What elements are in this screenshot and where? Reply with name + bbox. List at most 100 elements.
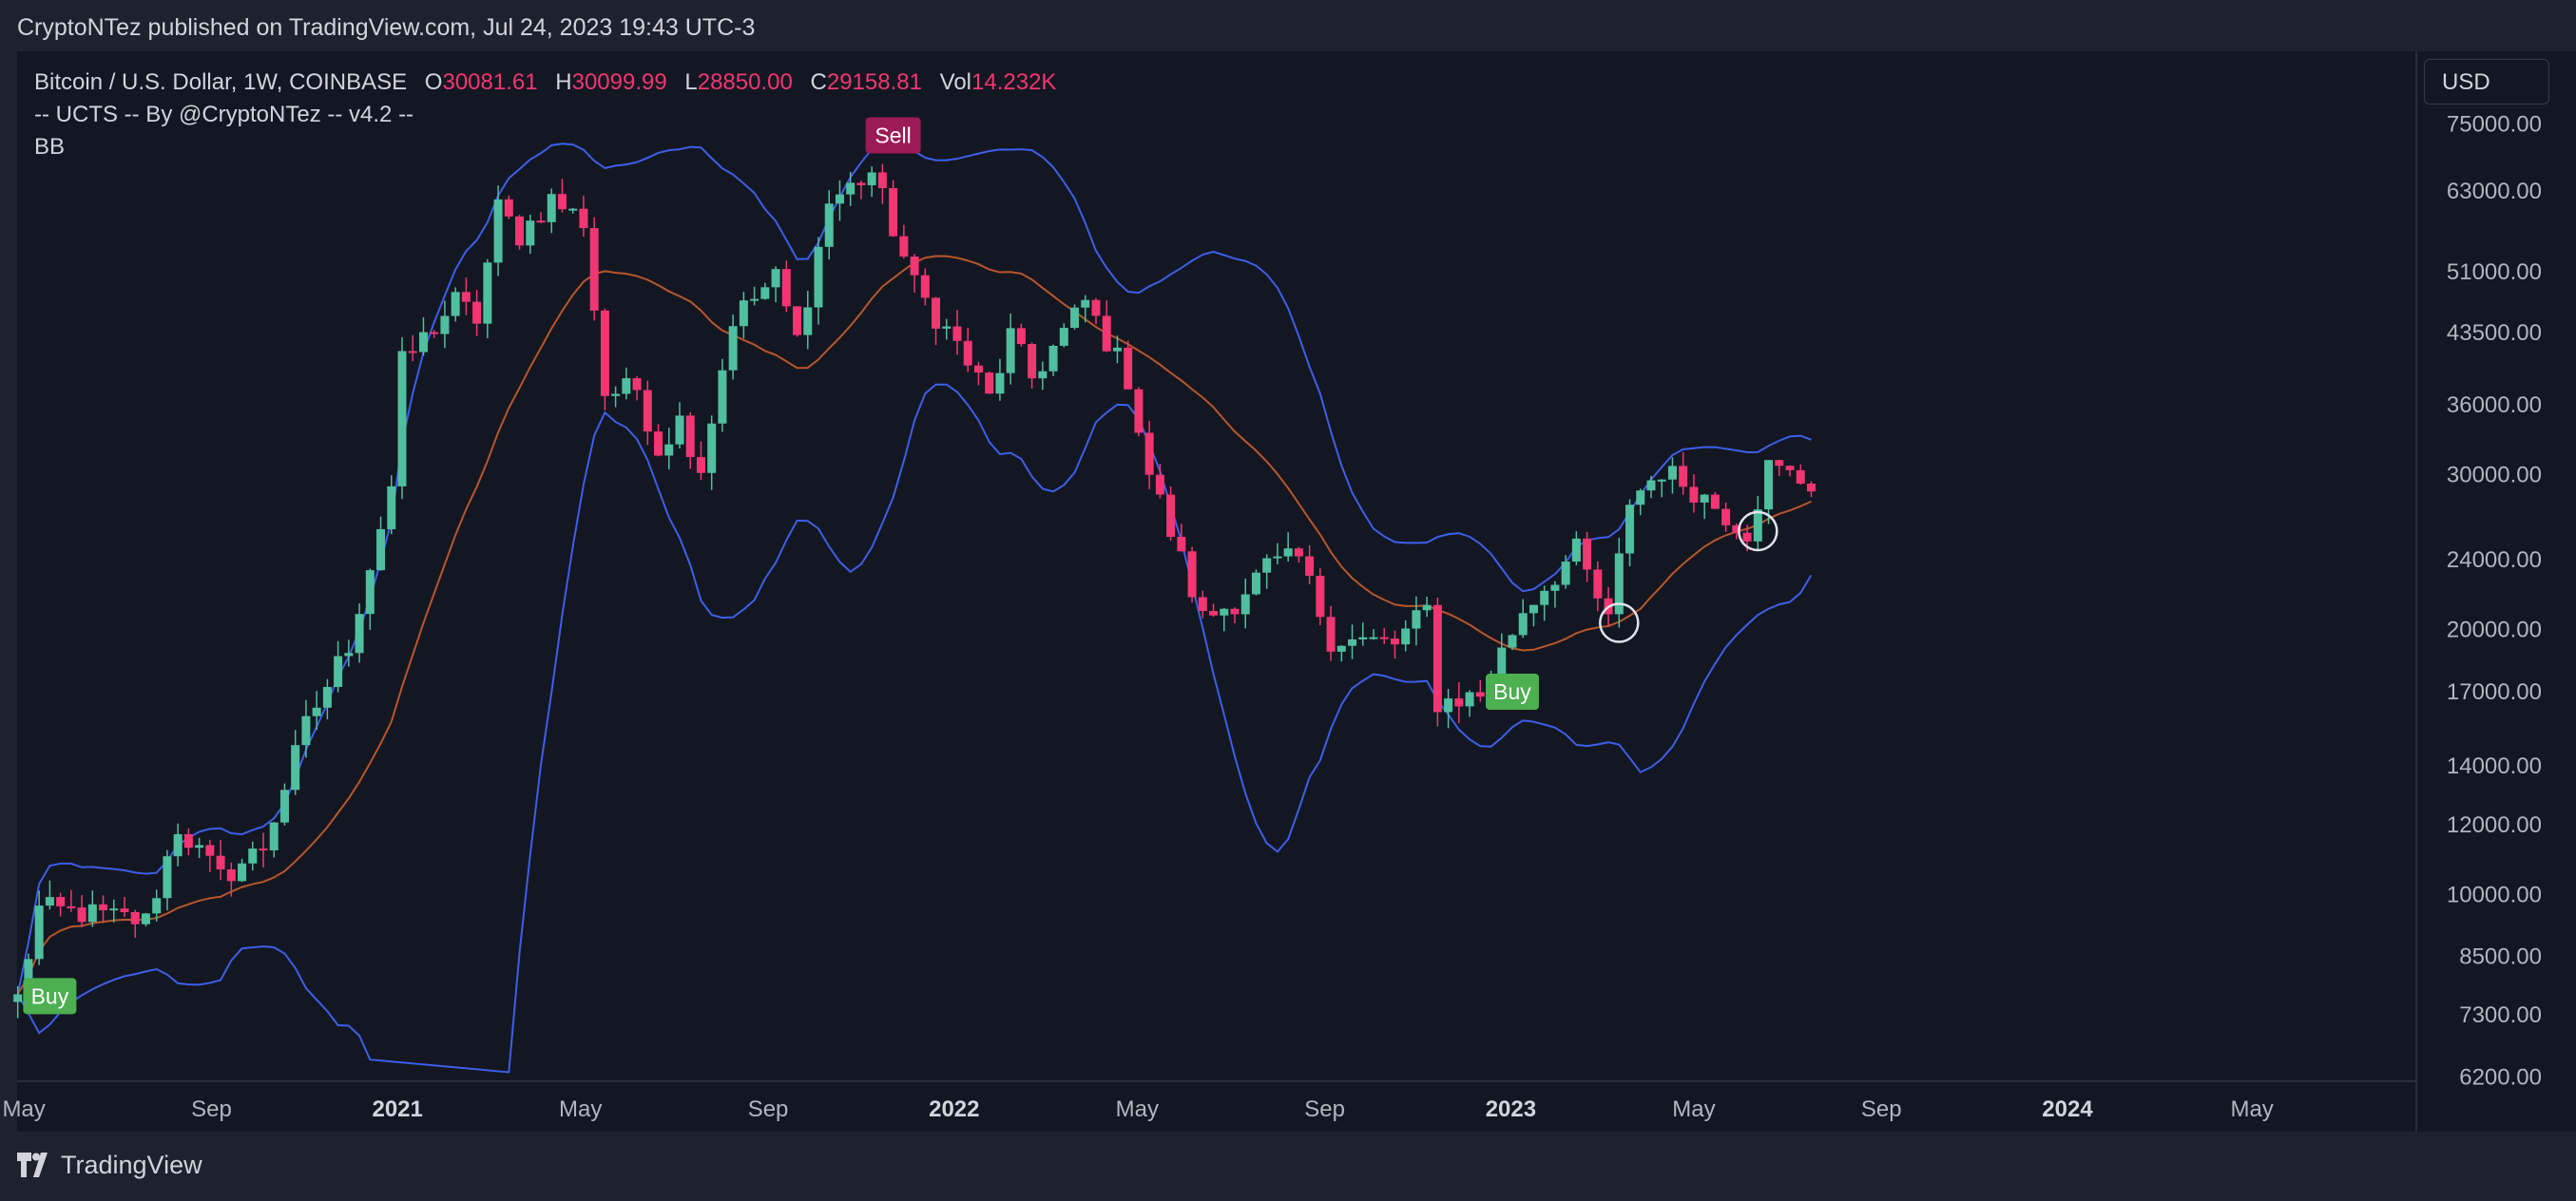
candle bbox=[1124, 340, 1133, 391]
candle-body bbox=[1732, 524, 1741, 533]
candle-body bbox=[34, 906, 44, 960]
candle bbox=[664, 428, 674, 470]
candle bbox=[451, 287, 460, 322]
candle bbox=[34, 890, 44, 965]
high-value: 30099.99 bbox=[571, 69, 667, 95]
candle-body bbox=[526, 220, 535, 246]
candle-body bbox=[1571, 538, 1581, 562]
candle bbox=[696, 441, 705, 481]
candle-body bbox=[451, 292, 460, 316]
candle-body bbox=[24, 959, 33, 995]
chart-legend: Bitcoin / U.S. Dollar, 1W, COINBASE O300… bbox=[34, 67, 1056, 163]
candle-body bbox=[344, 653, 354, 657]
candle bbox=[56, 892, 66, 917]
candle bbox=[1294, 546, 1303, 563]
candle-body bbox=[867, 172, 876, 185]
candle-body bbox=[739, 300, 748, 327]
candle-body bbox=[472, 301, 482, 324]
candle bbox=[803, 291, 813, 350]
candle-body bbox=[87, 904, 97, 923]
candle-body bbox=[45, 897, 54, 906]
candle bbox=[205, 839, 215, 872]
signal-label: Sell bbox=[875, 124, 911, 148]
candle-body bbox=[1667, 466, 1677, 480]
candle bbox=[1528, 604, 1538, 627]
candle-body bbox=[1764, 460, 1774, 510]
candle-body bbox=[259, 848, 268, 851]
candle-body bbox=[814, 246, 823, 308]
bb-basis bbox=[16, 255, 1812, 995]
candle-body bbox=[418, 332, 428, 353]
candles bbox=[13, 163, 1816, 1019]
candle bbox=[130, 909, 140, 938]
candle-body bbox=[1646, 480, 1656, 491]
candle-body bbox=[932, 297, 941, 329]
candle bbox=[1390, 630, 1399, 659]
x-tick-label: May bbox=[2230, 1096, 2273, 1122]
candle-body bbox=[1550, 584, 1560, 591]
symbol-row[interactable]: Bitcoin / U.S. Dollar, 1W, COINBASE O300… bbox=[34, 67, 1056, 99]
tradingview-logo-icon bbox=[17, 1153, 48, 1177]
candle bbox=[1518, 599, 1528, 639]
candle bbox=[557, 179, 567, 213]
candle bbox=[1422, 597, 1432, 618]
candle-body bbox=[536, 220, 546, 223]
candle-body bbox=[440, 315, 450, 334]
candle bbox=[622, 367, 631, 400]
candle-body bbox=[1561, 562, 1570, 585]
chart-frame[interactable] bbox=[17, 51, 2576, 1132]
candle-body bbox=[1742, 532, 1752, 542]
x-tick-label: May bbox=[559, 1096, 602, 1122]
low-value: 28850.00 bbox=[697, 69, 793, 95]
currency-button[interactable]: USD bbox=[2424, 59, 2549, 105]
candle bbox=[739, 292, 748, 339]
candle-body bbox=[515, 216, 525, 246]
candle bbox=[771, 266, 780, 303]
y-tick-label: 75000.00 bbox=[2447, 112, 2542, 138]
candle bbox=[1432, 598, 1442, 727]
candle-body bbox=[611, 393, 621, 396]
candle bbox=[1710, 491, 1720, 509]
candle-body bbox=[824, 203, 834, 247]
low-label: L bbox=[684, 69, 698, 95]
candle-body bbox=[1700, 494, 1709, 503]
candle-body bbox=[1016, 328, 1026, 345]
candle bbox=[1583, 531, 1592, 582]
indicator-bb[interactable]: BB bbox=[34, 134, 66, 160]
candle-body bbox=[1390, 639, 1399, 645]
candle bbox=[195, 837, 204, 859]
candle-body bbox=[889, 188, 898, 237]
candle-body bbox=[1721, 508, 1731, 525]
candle-body bbox=[1775, 460, 1784, 467]
candle bbox=[1785, 465, 1795, 477]
candle bbox=[718, 358, 727, 432]
candle-body bbox=[1273, 556, 1282, 559]
signal-circle bbox=[1738, 510, 1778, 552]
candle-body bbox=[1081, 299, 1090, 308]
candle bbox=[291, 730, 300, 795]
candle bbox=[1187, 546, 1197, 603]
candle-body bbox=[1102, 315, 1111, 352]
indicator-ucts[interactable]: -- UCTS -- By @CryptoNTez -- v4.2 -- bbox=[34, 102, 414, 127]
candle bbox=[483, 258, 492, 338]
y-tick-label: 43500.00 bbox=[2447, 320, 2542, 346]
candle bbox=[1283, 532, 1293, 562]
signal-badge bbox=[1486, 674, 1539, 711]
candle-body bbox=[13, 994, 23, 1002]
candle bbox=[397, 336, 407, 500]
candle bbox=[163, 849, 172, 911]
candle-body bbox=[654, 431, 663, 456]
candle bbox=[334, 640, 343, 693]
candle bbox=[899, 224, 909, 259]
candle bbox=[1796, 464, 1805, 486]
candle bbox=[846, 171, 855, 206]
close-label: C bbox=[810, 69, 827, 95]
candle-body bbox=[195, 845, 204, 848]
candle bbox=[365, 568, 375, 630]
y-tick-label: 63000.00 bbox=[2447, 179, 2542, 204]
candle-body bbox=[685, 415, 695, 458]
candle bbox=[1358, 622, 1368, 646]
candle bbox=[995, 358, 1005, 401]
candle bbox=[877, 163, 887, 204]
